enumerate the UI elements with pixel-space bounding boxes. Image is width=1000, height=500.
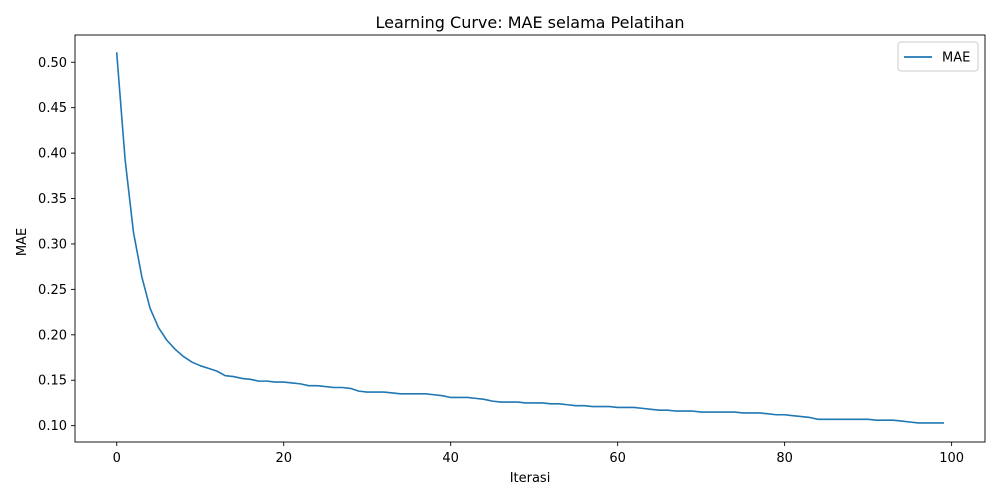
legend-box: [897, 41, 979, 72]
x-tick-label: 100: [939, 451, 964, 466]
y-tick-label: 0.35: [38, 192, 67, 207]
series-line-mae: [115, 52, 945, 424]
y-tick-label: 0.15: [38, 374, 67, 389]
y-tick-label: 0.10: [38, 419, 67, 434]
chart-title: Learning Curve: MAE selama Pelatihan: [375, 13, 684, 32]
x-axis-label: Iterasi: [510, 471, 551, 486]
x-tick-label: 60: [609, 451, 626, 466]
x-tick-label: 0: [113, 451, 121, 466]
x-tick-label: 80: [776, 451, 793, 466]
y-axis-label: MAE: [15, 228, 30, 256]
x-tick-label: 40: [442, 451, 459, 466]
plot-area: 0 20 40 60 80 100 0.10 0.15 0.20 0.25 0.30 0.35 0.40…: [38, 34, 986, 466]
legend-label: MAE: [942, 51, 970, 66]
y-tick-label: 0.45: [38, 101, 67, 116]
y-tick-label: 0.50: [38, 56, 67, 71]
y-tick-label: 0.30: [38, 237, 67, 252]
y-tick-label: 0.20: [38, 328, 67, 343]
legend: MAE: [897, 41, 979, 72]
y-tick-label: 0.25: [38, 283, 67, 298]
y-tick-label: 0.40: [38, 147, 67, 162]
axes-frame: [74, 34, 986, 443]
x-tick-label: 20: [275, 451, 292, 466]
